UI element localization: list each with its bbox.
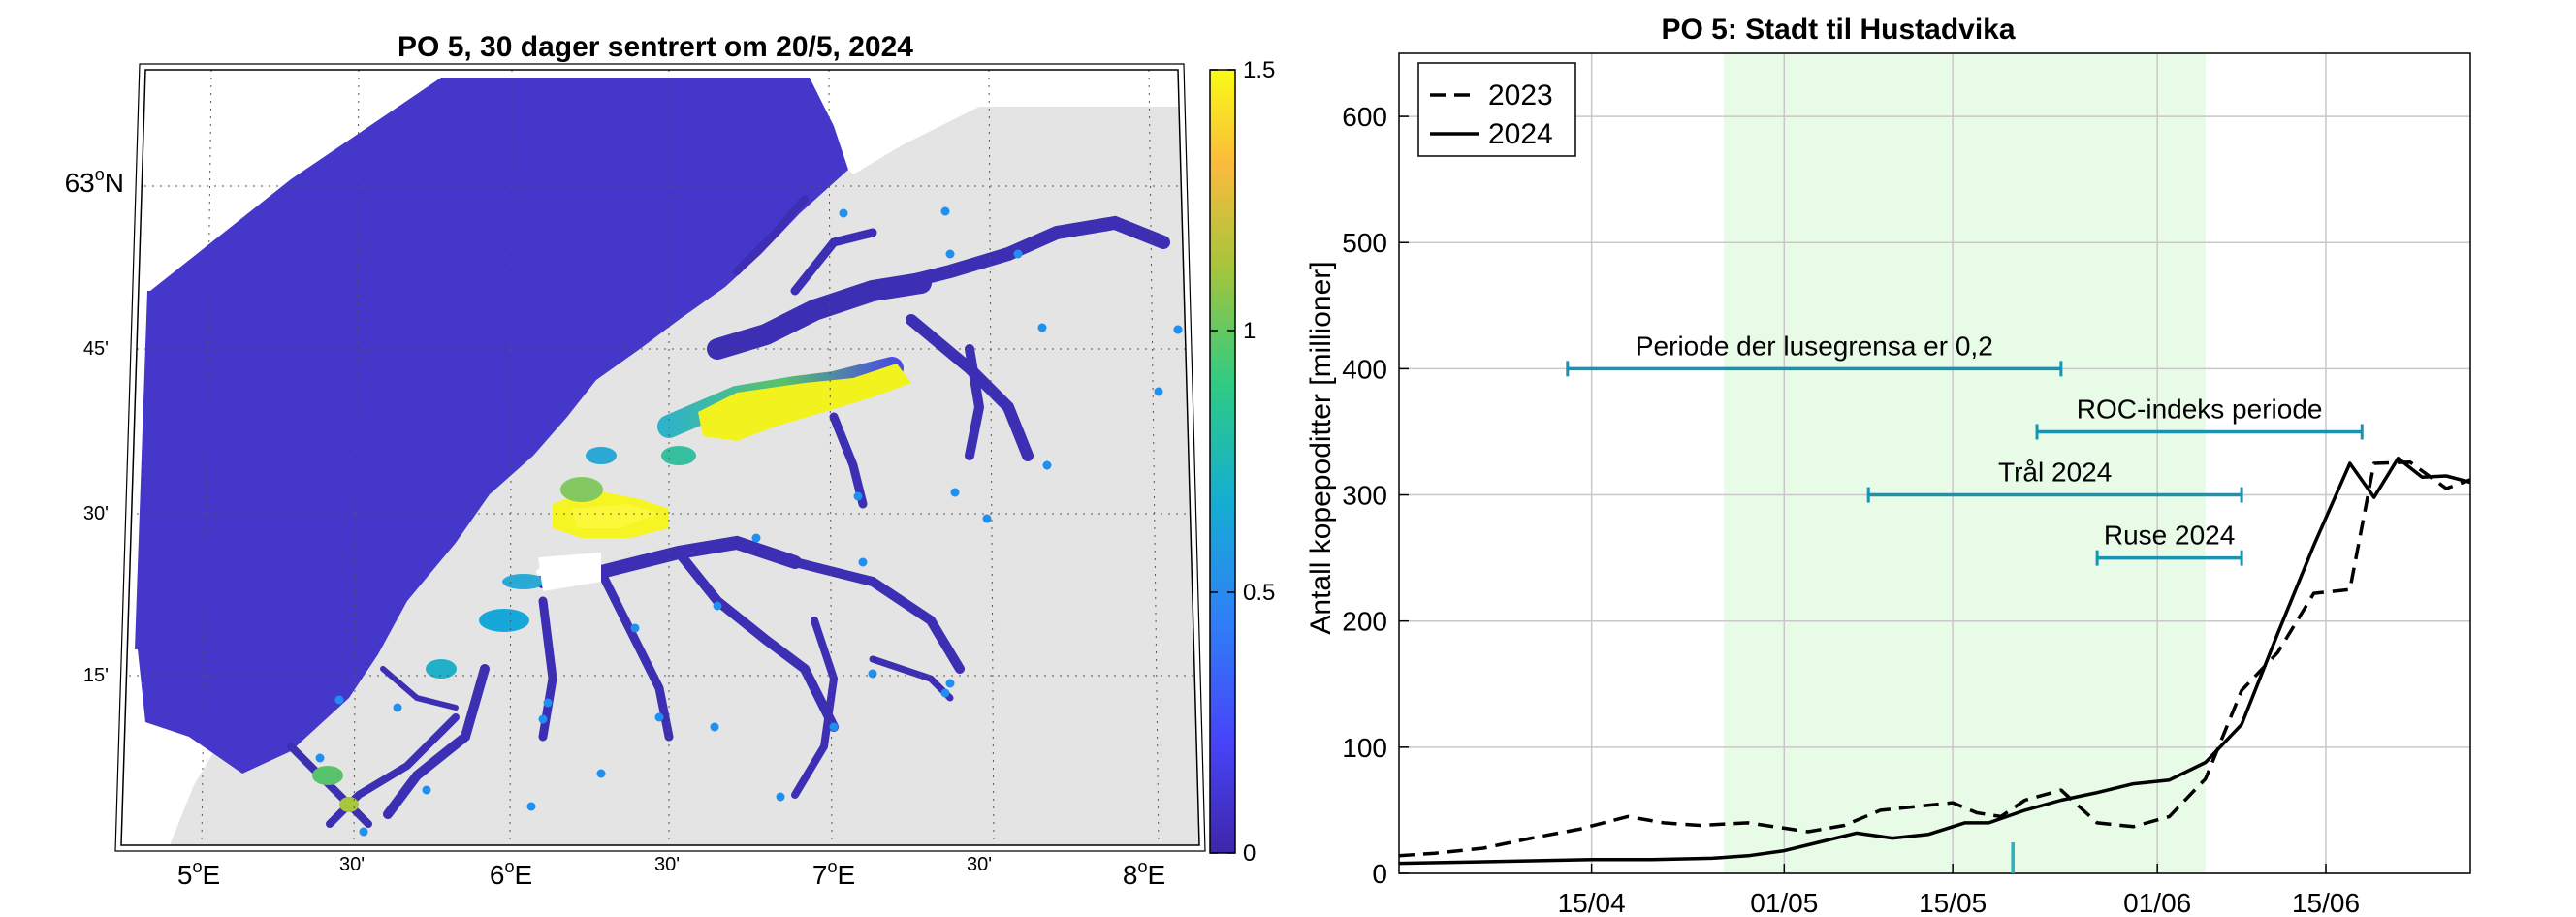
map-y-tick: 15' bbox=[83, 665, 109, 686]
y-tick-label: 600 bbox=[1342, 102, 1387, 132]
x-tick-label: 15/05 bbox=[1919, 888, 1987, 917]
y-tick-label: 400 bbox=[1342, 354, 1387, 384]
y-tick-label: 500 bbox=[1342, 228, 1387, 258]
high-concentration bbox=[312, 357, 911, 812]
map-x-tick: 6oE bbox=[490, 857, 532, 890]
y-tick-label: 0 bbox=[1372, 859, 1387, 889]
legend-label: 2023 bbox=[1488, 79, 1553, 111]
map-x-tick: 30' bbox=[967, 854, 992, 875]
map-y-tick: 45' bbox=[83, 338, 109, 360]
shaded-period bbox=[1724, 53, 2206, 873]
map-x-tick: 8oE bbox=[1123, 857, 1165, 890]
map-x-tick: 5oE bbox=[177, 857, 220, 890]
x-tick-label: 01/05 bbox=[1750, 888, 1818, 917]
line-chart-title: PO 5: Stadt til Hustadvika bbox=[1661, 14, 2015, 46]
sea-model-domain bbox=[138, 78, 848, 774]
map-y-tick: 63oN bbox=[65, 165, 124, 198]
map-x-tick: 30' bbox=[339, 854, 365, 875]
interval-label: Trål 2024 bbox=[1998, 458, 2112, 488]
colorbar-tick: 0 bbox=[1243, 840, 1256, 867]
fjord-arms bbox=[287, 195, 1170, 828]
x-tick-label: 15/06 bbox=[2292, 888, 2360, 917]
map-title: PO 5, 30 dager sentrert om 20/5, 2024 bbox=[398, 31, 913, 63]
legend-label: 2024 bbox=[1488, 118, 1553, 150]
colorbar-tick: 0.5 bbox=[1243, 580, 1275, 606]
colorbar-tick: 1 bbox=[1243, 318, 1256, 344]
map-x-tick: 30' bbox=[654, 854, 680, 875]
x-tick-label: 01/06 bbox=[2123, 888, 2191, 917]
y-tick-label: 100 bbox=[1342, 733, 1387, 763]
map-panel: PO 5, 30 dager sentrert om 20/5, 2024 bbox=[65, 31, 1276, 890]
colorbar: 0 0.5 1 1.5 bbox=[1209, 57, 1275, 867]
legend-box bbox=[1417, 62, 1576, 157]
y-tick-label: 300 bbox=[1342, 481, 1387, 511]
line-chart-panel: PO 5: Stadt til Hustadvika Antall kopepo… bbox=[1305, 14, 2471, 917]
model-edge-left bbox=[135, 290, 153, 650]
map-frame bbox=[120, 69, 1200, 846]
y-axis-label: Antall kopepoditter [millioner] bbox=[1305, 261, 1337, 634]
series-line-2024 bbox=[1398, 457, 2471, 866]
series-line-2023 bbox=[1398, 459, 2471, 858]
colorbar-gradient bbox=[1209, 69, 1236, 854]
colorbar-tick: 1.5 bbox=[1243, 57, 1275, 83]
interval-label: ROC-indeks periode bbox=[2077, 394, 2323, 424]
legend: 2023 2024 bbox=[1417, 62, 1576, 157]
map-y-tick: 30' bbox=[83, 503, 109, 524]
map-graticule bbox=[121, 70, 1199, 845]
line-chart-plot: 15/04 01/05 15/05 01/06 15/06 0 100 200 300 400 50… bbox=[1342, 52, 2471, 917]
plot-frame bbox=[1398, 52, 2471, 874]
map-x-ticks: 5oE 30' 6oE 30' 7oE 30' 8oE bbox=[177, 854, 1165, 890]
x-tick-label: 15/04 bbox=[1558, 888, 1626, 917]
y-tick-label: 200 bbox=[1342, 607, 1387, 637]
map-y-ticks: 15' 30' 45' 63oN bbox=[65, 165, 124, 686]
map-x-tick: 7oE bbox=[812, 857, 855, 890]
interval-label: Ruse 2024 bbox=[2104, 521, 2235, 551]
farm-sites bbox=[315, 206, 1183, 837]
interval-label: Periode der lusegrensa er 0,2 bbox=[1636, 331, 1993, 361]
